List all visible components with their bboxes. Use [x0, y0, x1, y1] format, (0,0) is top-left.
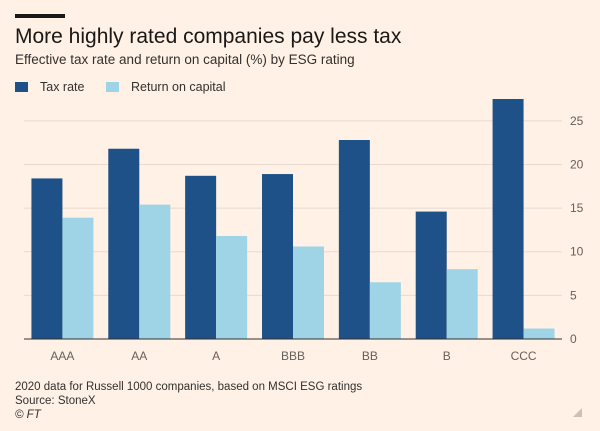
bar-tax-rate — [31, 178, 63, 339]
y-tick-label: 0 — [570, 332, 577, 346]
bar-tax-rate — [492, 99, 524, 339]
legend-swatch-return-on-capital — [106, 82, 119, 92]
bar-return-on-capital — [369, 282, 401, 339]
legend-label-return-on-capital: Return on capital — [131, 80, 226, 94]
legend-label-tax-rate: Tax rate — [40, 80, 85, 94]
x-tick-label: B — [443, 349, 451, 363]
bar-tax-rate — [415, 211, 447, 339]
x-tick-label: BB — [362, 349, 378, 363]
bar-tax-rate — [262, 174, 293, 339]
y-tick-label: 5 — [570, 288, 577, 302]
y-tick-label: 25 — [570, 114, 584, 128]
y-tick-label: 20 — [570, 157, 584, 171]
y-tick-label: 10 — [570, 245, 584, 259]
resize-grip-icon[interactable] — [573, 408, 582, 417]
x-tick-label: CCC — [511, 349, 537, 363]
chart-subtitle: Effective tax rate and return on capital… — [15, 52, 355, 67]
bar-tax-rate — [185, 175, 217, 339]
x-tick-label: AA — [131, 349, 147, 363]
x-tick-label: BBB — [281, 349, 305, 363]
bar-return-on-capital — [139, 204, 171, 339]
bar-tax-rate — [338, 140, 370, 339]
chart-title: More highly rated companies pay less tax — [15, 25, 402, 48]
y-tick-label: 15 — [570, 201, 584, 215]
footer-source: Source: StoneX — [15, 395, 96, 407]
footer-copyright: © FT — [15, 409, 41, 421]
top-rule — [15, 14, 65, 18]
bar-return-on-capital — [523, 328, 555, 339]
bar-return-on-capital — [293, 246, 324, 339]
bar-return-on-capital — [446, 269, 478, 339]
bar-tax-rate — [108, 148, 140, 339]
bar-return-on-capital — [62, 217, 94, 339]
x-tick-label: AAA — [50, 349, 74, 363]
legend-swatch-tax-rate — [15, 82, 28, 92]
bar-return-on-capital — [216, 236, 248, 339]
footer-note: 2020 data for Russell 1000 companies, ba… — [15, 381, 363, 393]
x-tick-label: A — [212, 349, 220, 363]
